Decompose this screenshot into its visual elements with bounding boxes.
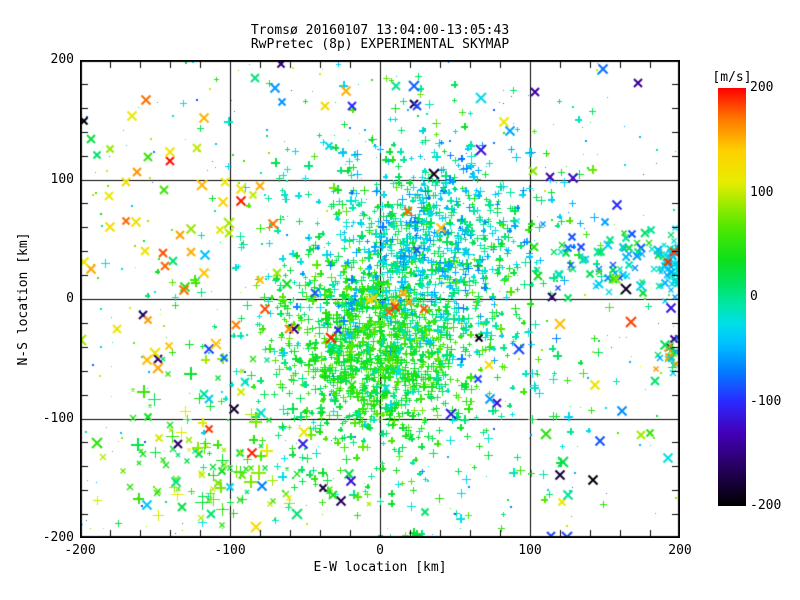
plot-title-line1: Tromsø 20160107 13:04:00-13:05:43 [250, 23, 510, 38]
colorbar-gradient [718, 88, 746, 506]
y-tick-label: 200 [50, 52, 74, 67]
colorbar-tick-label: 0 [750, 289, 758, 304]
y-axis-label: N-S location [km] [16, 232, 31, 366]
y-tick-label: -200 [42, 530, 74, 545]
x-tick-label: 200 [668, 543, 692, 558]
colorbar-tick-label: 100 [750, 184, 774, 200]
x-tick-label: -100 [214, 543, 246, 558]
x-tick-label: 0 [376, 543, 384, 558]
colorbar-tick-label: -100 [750, 393, 782, 409]
y-tick-label: 0 [66, 291, 74, 306]
colorbar-tick-label: 200 [750, 80, 774, 95]
y-tick-label: -100 [42, 410, 74, 426]
colorbar-tick-label: -200 [750, 498, 782, 513]
x-axis-label: E-W location [km] [313, 560, 447, 575]
x-tick-label: 100 [518, 543, 542, 558]
y-tick-label: 100 [50, 171, 74, 187]
plot-title-line2: RwPretec (8p) EXPERIMENTAL SKYMAP [250, 37, 510, 52]
x-tick-label: -200 [64, 543, 96, 558]
colorbar-units-label: [m/s] [712, 70, 752, 85]
skymap-scatter-plot [80, 60, 680, 538]
